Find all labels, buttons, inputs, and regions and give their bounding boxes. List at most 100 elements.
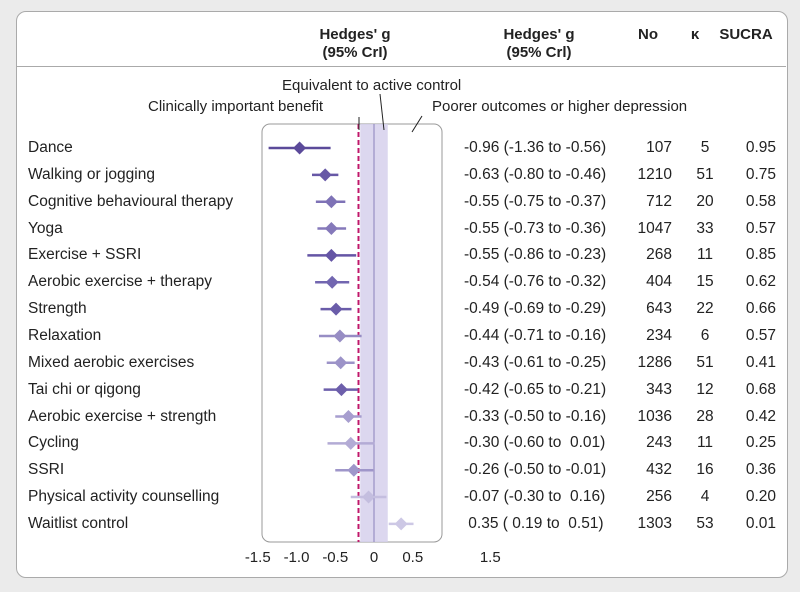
row-estimate-ci: -0.43 (-0.61 to -0.25) [464,353,607,371]
header-n: No [638,26,658,43]
estimate-marker [318,168,332,182]
row-sucra: 0.25 [745,434,776,452]
row-label: Yoga [28,219,63,237]
x-tick-label: -1.5 [245,549,271,566]
row-label: SSRI [28,461,65,479]
x-tick-label: -0.5 [322,549,348,566]
row-label: Tai chi or qigong [28,380,141,398]
estimate-marker [333,329,347,343]
row-n: 268 [646,246,672,264]
row-sucra: 0.57 [745,326,776,344]
estimate-marker [344,436,358,450]
row-label: Cycling [28,434,79,452]
row-estimate-ci: -0.63 (-0.80 to -0.46) [464,165,607,183]
row-n: 712 [646,192,672,210]
row-n: 256 [646,488,672,506]
row-k: 16 [696,461,714,479]
row-n: 1036 [637,407,672,425]
row-k: 51 [696,353,714,371]
x-tick-label: 0 [370,549,378,566]
row-sucra: 0.41 [745,353,776,371]
row-label: Exercise + SSRI [28,246,142,264]
estimate-marker [293,141,307,155]
row-label: Strength [28,300,87,318]
estimate-marker [329,302,343,316]
row-sucra: 0.57 [745,219,776,237]
header-hedges-g-plot: Hedges' g (95% CrI) [300,26,410,62]
row-label: Aerobic exercise + therapy [28,273,212,291]
row-estimate-ci: -0.55 (-0.75 to -0.37) [464,192,607,210]
row-sucra: 0.85 [745,246,776,264]
header-hedges-g-plot-line2: (95% CrI) [322,44,388,61]
row-n: 243 [646,434,672,452]
row-sucra: 0.95 [745,139,776,156]
estimate-marker [334,383,348,397]
header-hedges-g-plot-line1: Hedges' g [319,26,391,43]
row-k: 12 [696,380,714,398]
row-estimate-ci: -0.55 (-0.73 to -0.36) [464,219,607,237]
row-k: 53 [696,514,714,532]
x-tick-label: -1.0 [284,549,310,566]
header-hedges-g-estimate-line2: (95% Crl) [506,44,572,61]
row-n: 234 [646,326,672,344]
row-estimate-ci: -0.07 (-0.30 to 0.16) [464,488,606,506]
row-k: 15 [696,273,714,291]
header-hedges-g-estimate-line1: Hedges' g [503,26,575,43]
row-label: Mixed aerobic exercises [28,353,195,371]
row-k: 11 [696,434,714,452]
row-k: 11 [696,246,714,264]
row-estimate-ci: -0.54 (-0.76 to -0.32) [464,273,607,291]
row-k: 4 [700,488,710,506]
row-label: Cognitive behavioural therapy [28,192,234,210]
row-estimate-ci: -0.42 (-0.65 to -0.21) [464,380,607,398]
header-divider [17,66,786,67]
row-n: 107 [646,139,672,156]
row-estimate-ci: -0.33 (-0.50 to -0.16) [464,407,607,425]
row-sucra: 0.36 [745,461,776,479]
row-k: 5 [700,139,710,156]
row-label: Dance [28,139,73,156]
plot-frame [261,123,443,543]
estimate-marker [394,517,408,531]
row-k: 6 [700,326,710,344]
header-hedges-g-estimate: Hedges' g (95% Crl) [484,26,594,62]
estimate-marker [347,463,361,477]
row-sucra: 0.66 [745,300,776,318]
row-n: 432 [646,461,672,479]
row-sucra: 0.62 [745,273,776,291]
row-n: 404 [646,273,672,291]
annotation-equivalent: Equivalent to active control [282,77,462,94]
estimate-marker [334,356,348,370]
row-k: 51 [696,165,714,183]
estimate-marker [341,410,355,423]
row-estimate-ci: -0.26 (-0.50 to -0.01) [464,461,607,479]
row-k: 33 [696,219,714,237]
header-sucra: SUCRA [719,26,773,43]
poorer-leader [411,115,423,133]
row-k: 28 [696,407,714,425]
estimate-marker [324,222,338,236]
estimate-marker [324,195,338,209]
x-tick-label: 1.5 [480,549,501,566]
row-k: 22 [696,300,714,318]
estimate-marker [324,248,338,262]
row-estimate-ci: -0.44 (-0.71 to -0.16) [464,326,607,344]
estimate-marker [362,490,376,504]
row-label: Aerobic exercise + strength [28,407,217,425]
estimate-marker [325,275,339,289]
annotation-benefit: Clinically important benefit [148,98,324,115]
row-sucra: 0.42 [745,407,776,425]
row-sucra: 0.68 [745,380,776,398]
row-label: Relaxation [28,326,102,344]
row-estimate-ci: -0.96 (-1.36 to -0.56) [464,139,607,156]
row-n: 1047 [637,219,672,237]
row-n: 643 [646,300,672,318]
header-kappa: κ [690,26,700,43]
row-sucra: 0.58 [745,192,776,210]
row-n: 1286 [637,353,672,371]
row-estimate-ci: 0.35 ( 0.19 to 0.51) [464,514,604,532]
equivalent-leader [379,93,385,131]
row-n: 1210 [637,165,672,183]
row-sucra: 0.75 [745,165,776,183]
